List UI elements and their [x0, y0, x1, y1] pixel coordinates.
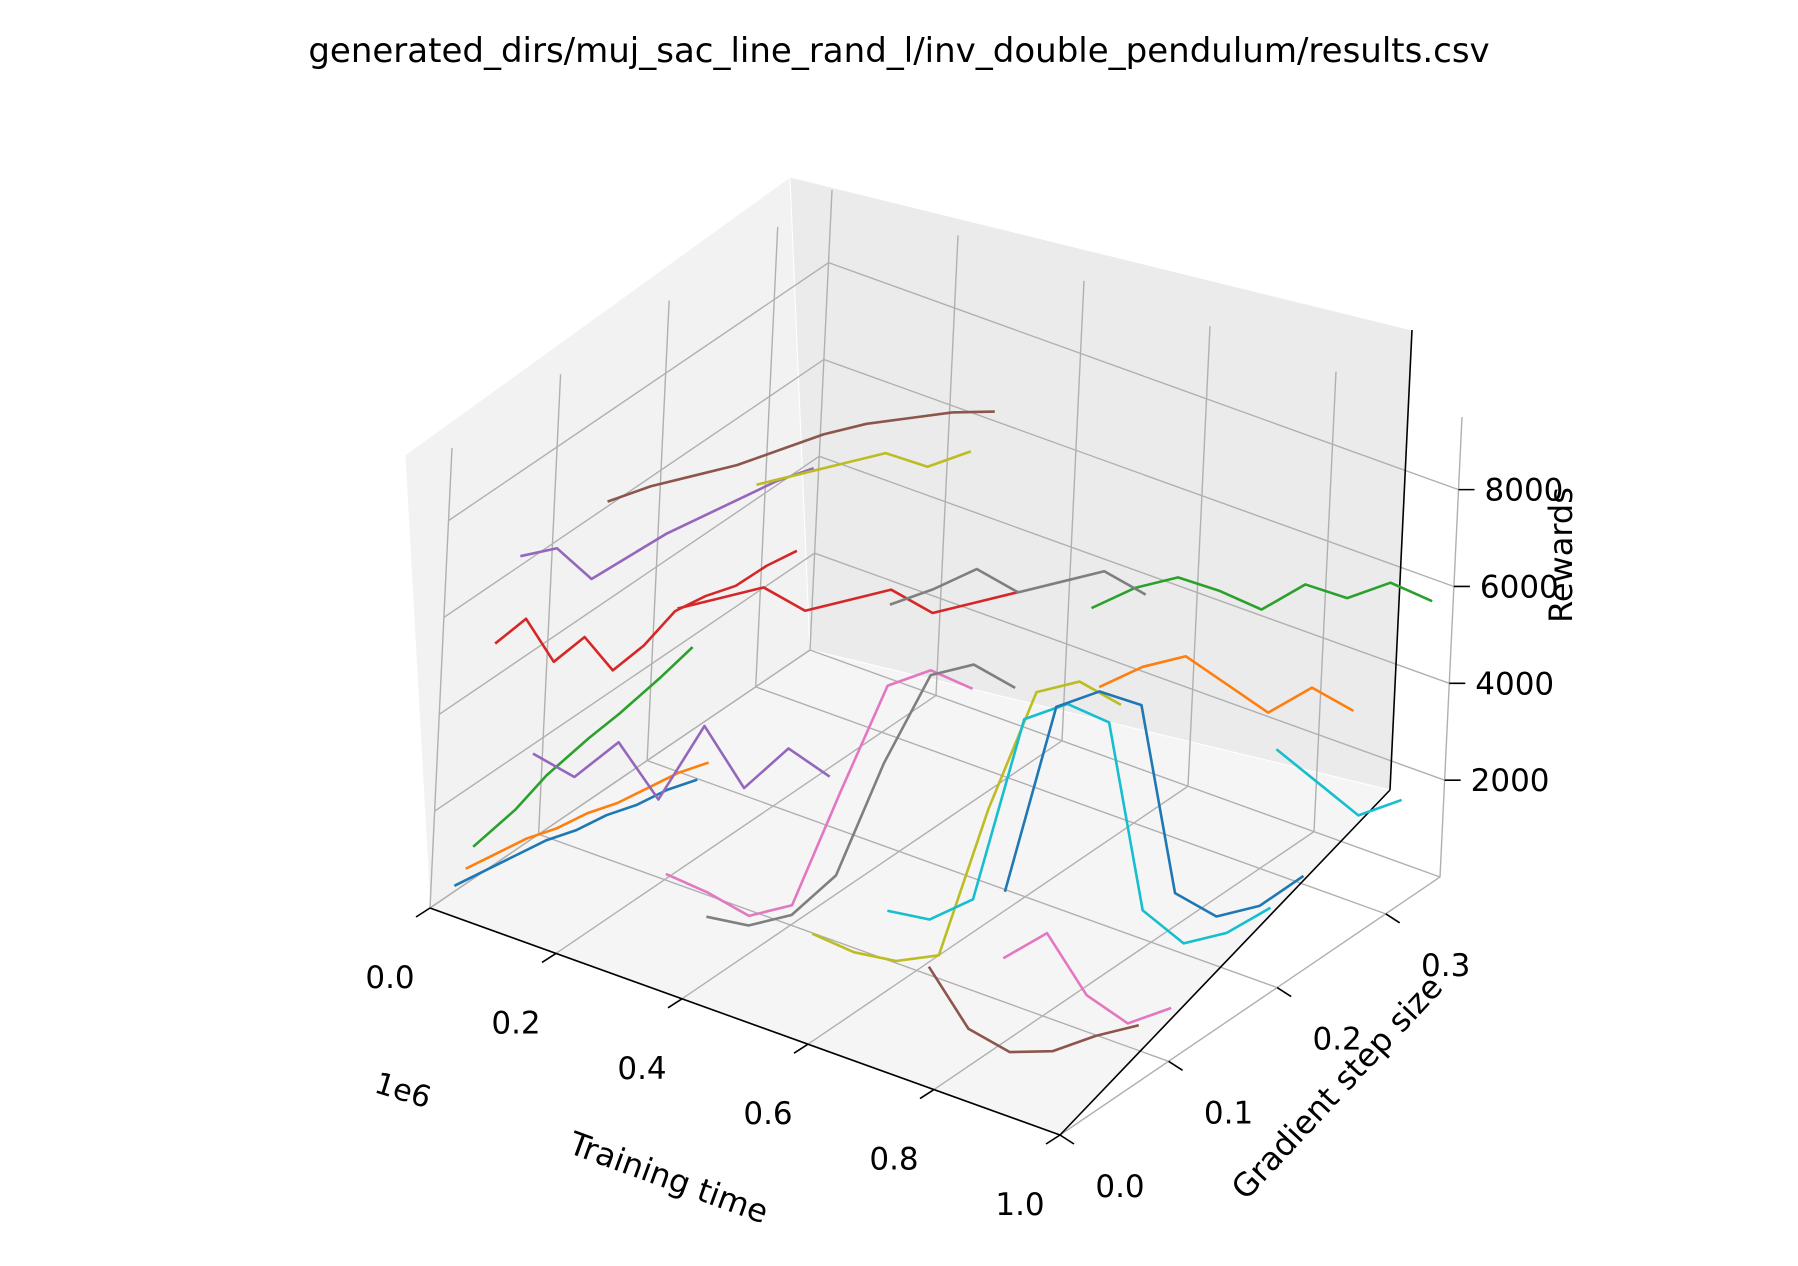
- z-tick-label: 8000: [1485, 473, 1564, 509]
- x-tick-label: 0.8: [869, 1142, 918, 1178]
- z-gridline: [434, 552, 1445, 812]
- series-line: [756, 450, 972, 486]
- series-line: [889, 567, 1147, 606]
- series-line: [465, 761, 710, 870]
- z-gridline: [443, 358, 1455, 619]
- chart-title: generated_dirs/muj_sac_line_rand_l/inv_d…: [308, 31, 1489, 71]
- tick-marks: 0.0 0.2 0.4 0.6 0.8 1.0 0.0 0.1 0.2 0.3 2000 4000 60…: [365, 473, 1563, 1223]
- y-tick-label: 0.3: [1421, 948, 1470, 984]
- x-tick-mark: [919, 1088, 935, 1100]
- x-tick-label: 0.6: [743, 1096, 792, 1132]
- series-line: [811, 680, 1122, 963]
- x-tick-label: 0.2: [491, 1005, 540, 1041]
- series-line: [494, 549, 798, 672]
- series-line: [1003, 690, 1305, 918]
- x-axis-line: [429, 907, 1061, 1136]
- y-tick-label: 0.1: [1204, 1095, 1253, 1131]
- z-gridline: [438, 455, 1450, 715]
- x-tick-mark: [415, 907, 431, 918]
- y-tick-mark: [1276, 986, 1292, 998]
- series-line: [520, 466, 815, 581]
- series-line: [677, 586, 1020, 615]
- x-tick-mark: [541, 952, 557, 964]
- x-tick-mark: [667, 998, 683, 1009]
- x-tick-mark: [1045, 1134, 1061, 1145]
- x-tick-label: 0.4: [617, 1051, 666, 1087]
- series-line: [1002, 931, 1172, 1025]
- series-line: [665, 668, 974, 918]
- series-line: [453, 778, 698, 887]
- z-tick-label: 6000: [1480, 569, 1559, 605]
- y-tick-mark: [1168, 1060, 1184, 1071]
- series-line: [887, 702, 1272, 945]
- y-tick-mark: [1059, 1134, 1075, 1145]
- series-line: [927, 965, 1140, 1054]
- z-gridline: [429, 649, 1441, 909]
- z-gridline: [448, 261, 1459, 522]
- series-line: [532, 724, 831, 801]
- series-line: [472, 646, 694, 848]
- y-tick-label: 0.0: [1095, 1169, 1144, 1205]
- z-tick-label: 4000: [1475, 666, 1554, 702]
- series-line: [1090, 576, 1433, 611]
- x-tick-label: 0.0: [365, 960, 414, 996]
- series-line: [1275, 748, 1403, 817]
- y-tick-mark: [1385, 913, 1401, 924]
- z-axis-line: [1389, 329, 1413, 791]
- series-lines: [453, 410, 1433, 1054]
- series-line: [706, 663, 1016, 927]
- axes: [429, 329, 1413, 1136]
- series-line: [607, 410, 995, 503]
- z-axis-label: Rewards: [1542, 487, 1580, 623]
- z-tick-label: 2000: [1471, 763, 1550, 799]
- y-axis-line: [1059, 789, 1391, 1136]
- series-line: [1098, 654, 1355, 714]
- y-tick-label: 0.2: [1312, 1022, 1361, 1058]
- x-tick-mark: [793, 1043, 809, 1054]
- x-tick-label: 1.0: [995, 1187, 1044, 1223]
